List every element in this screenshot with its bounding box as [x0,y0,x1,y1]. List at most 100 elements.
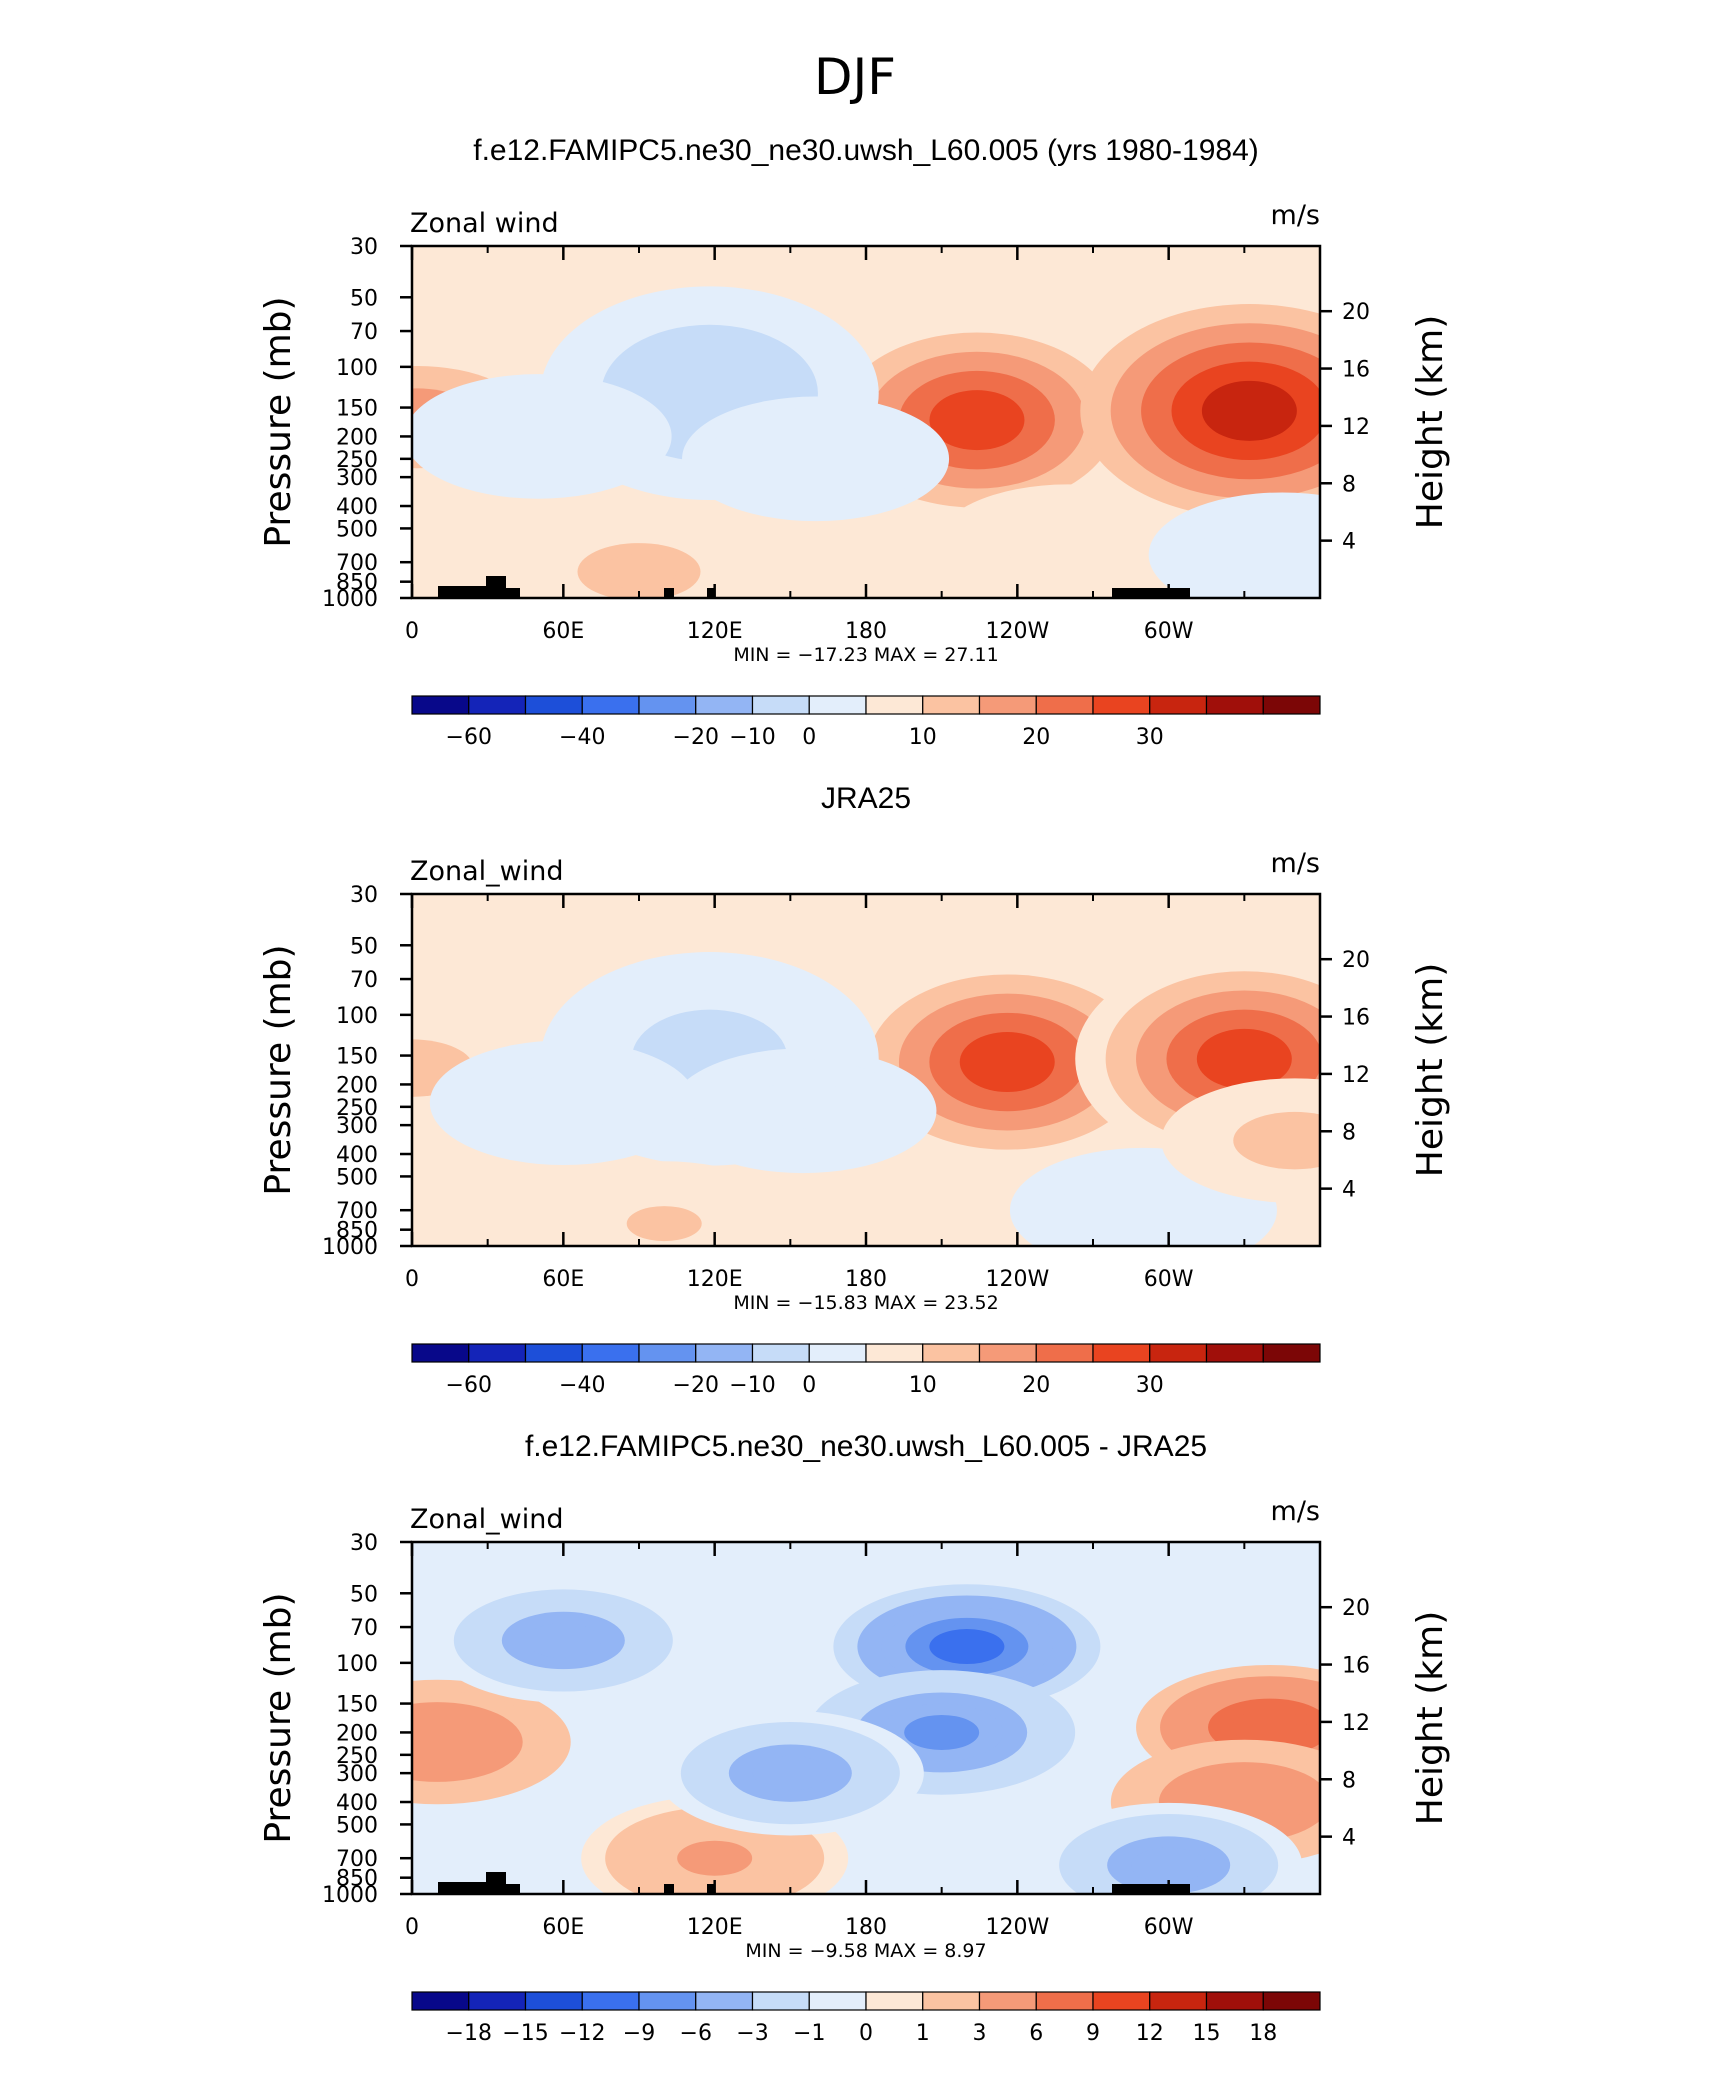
colorbar-box [1149,1991,1208,2011]
x-tick-label: 120W [985,1267,1049,1292]
x-tick-label: 120E [687,1267,743,1292]
y-tick-label: 250 [336,1744,378,1769]
y-tick-label: 50 [350,1582,378,1607]
x-tick-label: 120W [985,619,1049,644]
topography-mask [438,586,488,598]
colorbar-label: −10 [729,725,775,750]
units-label: m/s [1271,200,1320,231]
y-tick-label: 500 [336,1813,378,1838]
colorbar-label: 10 [909,1373,937,1398]
x-tick-label: 120E [687,1915,743,1940]
x-tick-label: 60E [542,1267,584,1292]
colorbar-label: −12 [559,2021,605,2046]
contour-band [412,1050,450,1086]
y-tick-label: 300 [336,1762,378,1787]
y2-tick-label: 4 [1342,530,1356,555]
contour-field [412,1542,1320,1894]
y-tick-label: 700 [336,551,378,576]
contour-band [601,554,677,590]
y-tick-label: 30 [350,883,378,908]
colorbar-label: −20 [673,1373,719,1398]
y-axis-title: Pressure (mb) [258,296,299,547]
x-tick-label: 60W [1144,1267,1194,1292]
y-tick-label: 100 [336,1004,378,1029]
topography-mask [707,1884,714,1894]
colorbar-box [411,1343,470,1363]
panel-jra25: JRA25 Zonal_wind m/s 0 60E 120E 180 120W 60W 30 50… [258,782,1451,1398]
contour-band [929,1629,1005,1665]
contour-feature-5 [682,396,950,522]
y-tick-label: 400 [336,1143,378,1168]
y2-tick-label: 16 [1342,358,1370,383]
y-tick-label: 70 [350,1616,378,1641]
panel-difference: f.e12.FAMIPC5.ne30_ne30.uwsh_L60.005 - J… [258,1430,1451,2046]
panel-model: f.e12.FAMIPC5.ne30_ne30.uwsh_L60.005 (yr… [258,134,1451,750]
y-tick-label: 700 [336,1847,378,1872]
colorbar-label: 20 [1022,725,1050,750]
contour-band [1030,529,1106,565]
y-tick-label: 850 [336,1867,378,1892]
colorbar-label: −6 [680,2021,712,2046]
min-max-label: MIN = −17.23 MAX = 27.11 [733,644,998,666]
contour-field [412,246,1320,598]
colorbar-box [695,695,754,715]
colorbar-box [695,1343,754,1363]
y-axis-title: Pressure (mb) [258,944,299,1195]
y-tick-label: 1000 [322,587,378,612]
colorbar-label: 0 [802,725,816,750]
topography-mask [438,1882,488,1894]
colorbar-box [1149,695,1208,715]
colorbar-label: −60 [446,1373,492,1398]
contour-band [500,418,576,454]
min-max-label: MIN = −9.58 MAX = 8.97 [745,1940,986,1962]
contour-band [525,1085,601,1121]
contour-feature-4 [412,1679,571,1805]
topography-mask [486,576,506,598]
colorbar-box [581,695,640,715]
contour-band [752,1755,828,1791]
colorbar-box [1035,695,1094,715]
topography-mask [506,1884,520,1894]
y2-axis-title: Height (km) [1410,963,1451,1177]
colorbar-label: −9 [623,2021,655,2046]
y-tick-label: 200 [336,425,378,450]
colorbar-label: −18 [446,2021,492,2046]
contour-band [1105,1192,1181,1228]
colorbar-box [865,695,924,715]
colorbar-box [411,1991,470,2011]
units-label: m/s [1271,1496,1320,1527]
colorbar-box [1205,1343,1264,1363]
y2-tick-label: 12 [1342,415,1370,440]
y-tick-label: 300 [336,1114,378,1139]
colorbar-label: 18 [1249,2021,1277,2046]
x-tick-label: 60W [1144,619,1194,644]
y2-tick-label: 8 [1342,472,1356,497]
colorbar-box [751,695,810,715]
contour-band [1201,380,1297,441]
y-tick-label: 70 [350,968,378,993]
y2-axis-title: Height (km) [1410,1611,1451,1825]
y-tick-label: 850 [336,571,378,596]
colorbar-label: −60 [446,725,492,750]
contour-band [959,1032,1055,1093]
colorbar-box [1035,1991,1094,2011]
colorbar-label: 3 [973,2021,987,2046]
y-tick-label: 850 [336,1219,378,1244]
colorbar-box [922,695,981,715]
colorbar-box [524,1991,583,2011]
x-tick-label: 180 [845,619,887,644]
colorbar-box [978,1343,1037,1363]
x-tick-label: 0 [405,619,419,644]
colorbar-label: 15 [1193,2021,1221,2046]
contour-feature-4 [412,374,672,499]
y-tick-label: 250 [336,1096,378,1121]
y-tick-label: 50 [350,934,378,959]
contour-feature-4 [429,1040,697,1166]
colorbar-label: 9 [1086,2021,1100,2046]
colorbar-label: −1 [793,2021,825,2046]
x-tick-label: 0 [405,1267,419,1292]
contour-band [1257,1123,1320,1159]
contour-band [1232,1709,1308,1745]
contour-feature-1 [1080,304,1320,518]
y2-axis-title: Height (km) [1410,315,1451,529]
